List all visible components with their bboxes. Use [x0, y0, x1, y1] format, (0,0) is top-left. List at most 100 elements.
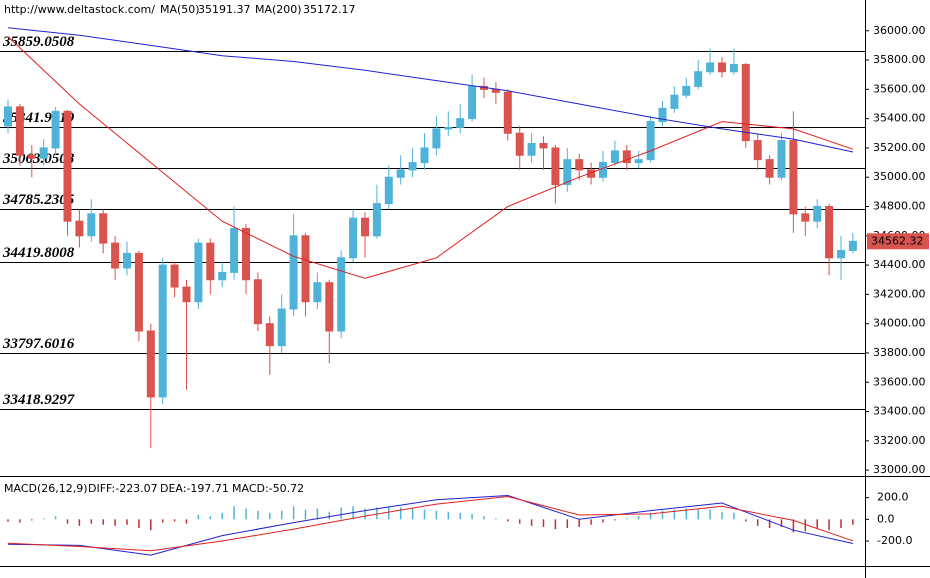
candle-body [87, 213, 96, 237]
candle-body [206, 242, 215, 281]
y-tick-label: 33600.00 [873, 375, 926, 388]
candle-body [170, 264, 179, 288]
macd-legend: MACD:-50.72 [232, 482, 304, 495]
legend-value: 35172.17 [303, 3, 356, 16]
candle-body [634, 159, 643, 164]
candle-body [682, 85, 691, 96]
candle-body [503, 91, 512, 134]
legend-label: MA(200) [255, 3, 302, 16]
candle-body [408, 162, 417, 171]
candle-body [361, 217, 369, 237]
candle-body [396, 169, 405, 178]
candle-body [587, 169, 596, 178]
candle-body [194, 242, 203, 303]
y-tick-label: 0.0 [877, 512, 895, 525]
macd-line [7, 494, 854, 556]
candle-body [599, 162, 607, 178]
candle-body [539, 143, 548, 149]
level-label: 33797.6016 [2, 336, 75, 352]
y-tick-label: 33400.00 [873, 405, 926, 418]
y-tick-label: 35400.00 [873, 112, 926, 125]
candle-body [111, 242, 120, 269]
candle-body [563, 159, 572, 186]
candle-body [551, 147, 560, 186]
level-label: 35859.0508 [2, 34, 75, 50]
y-tick-label: 33800.00 [873, 346, 926, 359]
legend-value: 35191.37 [198, 3, 251, 16]
y-tick-label: 34800.00 [873, 200, 926, 213]
candle-body [289, 235, 298, 310]
candle-body [15, 106, 24, 156]
y-tick-label: 34200.00 [873, 287, 926, 300]
candle-body [468, 85, 477, 120]
level-label: 33418.9297 [2, 392, 75, 408]
candle-body [765, 159, 774, 178]
candle-body [123, 252, 131, 269]
candle-body [75, 220, 84, 237]
candle-body [230, 227, 239, 273]
candle-body [789, 140, 798, 215]
y-tick-label: 35800.00 [873, 53, 926, 66]
candle-body [63, 110, 72, 222]
candle-body [456, 118, 465, 128]
candle-body [325, 282, 334, 332]
candle-body [706, 62, 715, 73]
price-box [867, 233, 929, 250]
y-tick-label: 34400.00 [873, 258, 926, 271]
candle-body [825, 206, 834, 259]
candle-body [777, 140, 786, 178]
candle-body [432, 128, 441, 149]
level-label: 34785.2305 [2, 192, 75, 208]
current-price: 34562.32 [871, 234, 924, 247]
candle-body [515, 132, 524, 156]
source-url: http://www.deltastock.com/ [4, 3, 155, 16]
candle-body [848, 240, 857, 251]
candle-body [146, 330, 155, 398]
candle-body [372, 203, 381, 237]
y-tick-label: 34000.00 [873, 317, 926, 330]
macd-legend: DIFF:-223.07 [88, 482, 158, 495]
candle-body [670, 94, 679, 109]
ma-line [7, 27, 854, 153]
candle-body [575, 159, 584, 171]
candle-body [694, 71, 703, 87]
candle-body [27, 154, 36, 159]
candle-body [218, 271, 227, 281]
macd-legend: DEA:-197.71 [160, 482, 229, 495]
candle-body [610, 150, 619, 164]
y-tick-label: 35200.00 [873, 141, 926, 154]
candle-body [39, 147, 48, 159]
candle-body [4, 106, 12, 127]
y-tick-label: 35000.00 [873, 170, 926, 183]
candle-body [729, 63, 738, 73]
candle-body [277, 308, 286, 347]
candle-body [242, 227, 250, 281]
candle-body [658, 107, 667, 123]
level-label: 34419.8008 [2, 245, 75, 261]
candle-body [253, 279, 262, 325]
candle-body [265, 323, 274, 347]
candle-body [337, 257, 346, 332]
candle-body [134, 252, 143, 332]
candle-body [420, 147, 429, 164]
candle-body [622, 150, 631, 164]
y-tick-label: 200.0 [877, 491, 909, 504]
candle-body [349, 217, 358, 259]
y-tick-label: 33200.00 [873, 434, 926, 447]
candle-body [444, 126, 453, 130]
candle-body [313, 282, 322, 303]
candle-body [158, 264, 167, 398]
candle-body [182, 286, 191, 303]
candle-body [753, 140, 762, 161]
legend-label: MA(50) [160, 3, 200, 16]
candle-body [718, 62, 726, 73]
candle-body [741, 63, 750, 142]
macd-title: MACD(26,12,9) [4, 482, 88, 495]
macd-line [7, 495, 854, 552]
y-tick-label: 36000.00 [873, 24, 926, 37]
candle-body [646, 121, 655, 161]
candle-body [301, 235, 310, 303]
candle-body [384, 176, 393, 205]
